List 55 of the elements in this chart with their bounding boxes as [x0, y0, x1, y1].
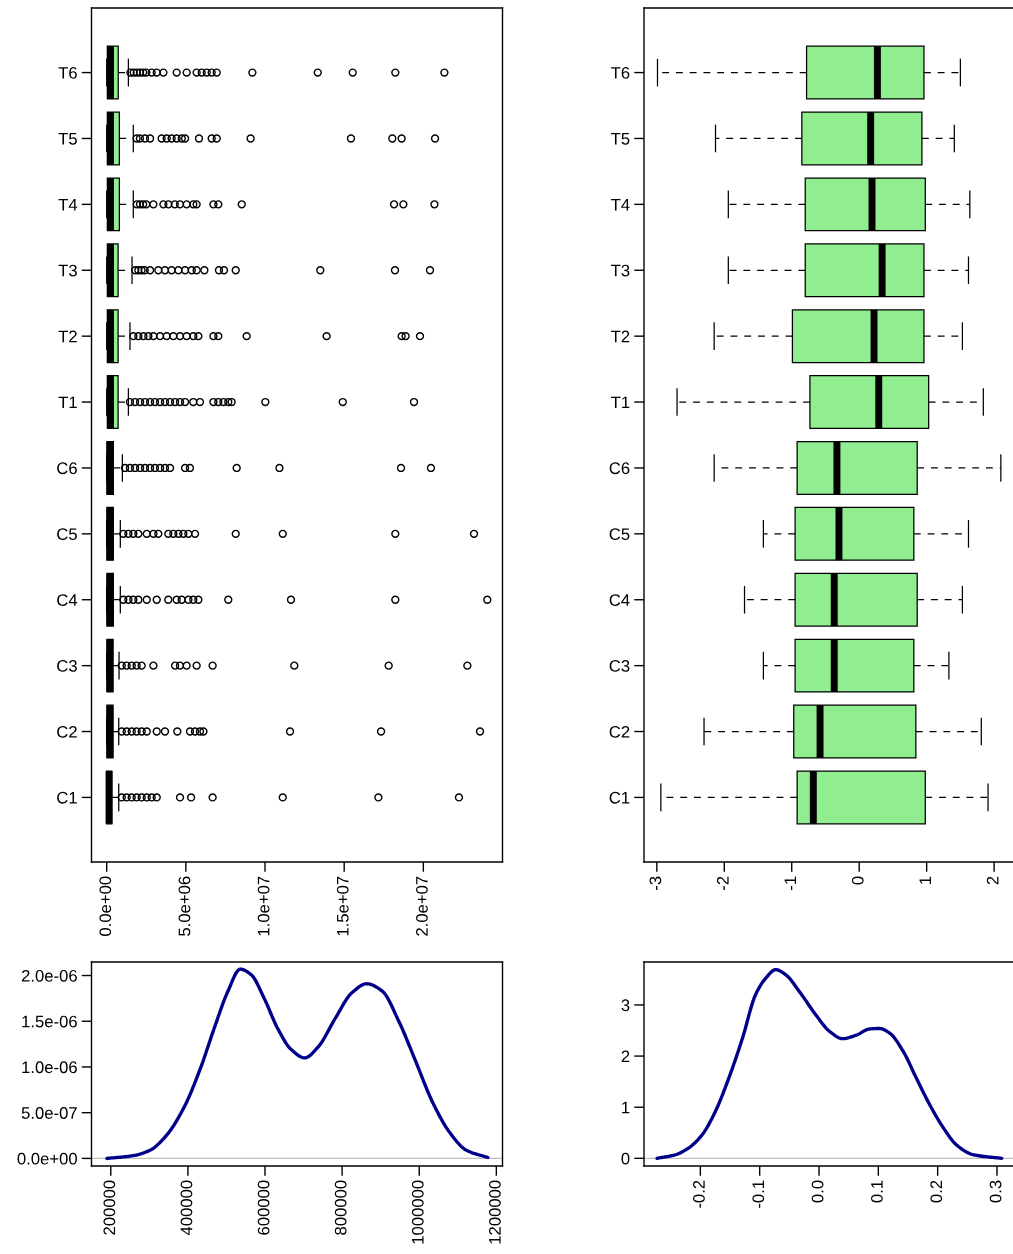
y-tick-label: T6 [611, 66, 630, 79]
x-tick-label: 5.0e+06 [178, 876, 191, 936]
x-tick-label: 1 [919, 876, 931, 884]
y-tick-label: C4 [57, 594, 78, 606]
y-tick-label: T1 [611, 396, 630, 409]
y-tick-label: C3 [57, 660, 77, 672]
y-tick-label: C4 [609, 594, 630, 606]
x-tick-label: 2 [986, 876, 999, 885]
y-tick-label: T3 [58, 264, 77, 277]
y-tick-label: 2 [621, 1050, 630, 1063]
x-tick-label: 1200000 [489, 1180, 501, 1244]
y-tick-label: 2.0e-06 [21, 969, 77, 982]
y-tick-label: T5 [58, 133, 77, 145]
y-tick-label: T4 [611, 198, 630, 211]
x-tick-label: -1 [784, 876, 797, 890]
y-tick-label: T5 [611, 133, 630, 145]
y-tick-label: 1 [622, 1101, 630, 1114]
y-tick-label: C1 [609, 791, 630, 804]
x-tick-label: -2 [716, 876, 729, 890]
y-tick-label: C5 [57, 528, 77, 541]
y-tick-label: 1.0e-06 [22, 1061, 77, 1074]
y-tick-label: C3 [609, 660, 630, 672]
y-tick-label: T2 [611, 330, 630, 343]
x-tick-label: 0 [851, 876, 864, 885]
x-tick-label: 400000 [180, 1180, 193, 1236]
x-tick-label: 200000 [103, 1180, 116, 1235]
y-tick-label: T3 [611, 264, 630, 277]
x-tick-label: 0.1 [871, 1180, 883, 1203]
y-tick-label: C5 [609, 528, 630, 541]
x-tick-label: 2.0e+07 [416, 876, 428, 936]
y-tick-label: C2 [57, 725, 77, 738]
y-tick-label: 0 [621, 1152, 630, 1165]
y-tick-label: C1 [57, 791, 77, 804]
y-tick-label: T2 [58, 330, 77, 343]
x-tick-label: 1.5e+07 [336, 876, 349, 936]
x-tick-label: -0.1 [752, 1180, 765, 1208]
y-tick-label: T1 [58, 396, 77, 409]
y-tick-label: T4 [58, 198, 78, 211]
x-tick-label: 0.3 [989, 1180, 1002, 1203]
x-tick-label: -0.2 [693, 1180, 705, 1208]
y-tick-label: C6 [609, 462, 630, 475]
y-tick-label: C2 [609, 725, 630, 738]
x-tick-label: 1000000 [411, 1180, 424, 1244]
y-tick-label: 3 [621, 999, 630, 1012]
y-tick-label: 1.5e-06 [22, 1015, 77, 1028]
y-tick-label: 5.0e-07 [21, 1107, 77, 1119]
x-tick-label: 600000 [257, 1180, 270, 1235]
y-tick-label: 0.0e+00 [17, 1152, 77, 1165]
x-tick-label: 0.2 [930, 1180, 943, 1203]
x-tick-label: 800000 [334, 1180, 347, 1235]
x-tick-label: 0.0 [811, 1180, 824, 1203]
y-tick-label: C6 [57, 462, 77, 475]
y-tick-label: T6 [58, 66, 77, 79]
x-tick-label: 1.0e+07 [257, 876, 270, 936]
x-tick-label: -3 [649, 876, 662, 890]
